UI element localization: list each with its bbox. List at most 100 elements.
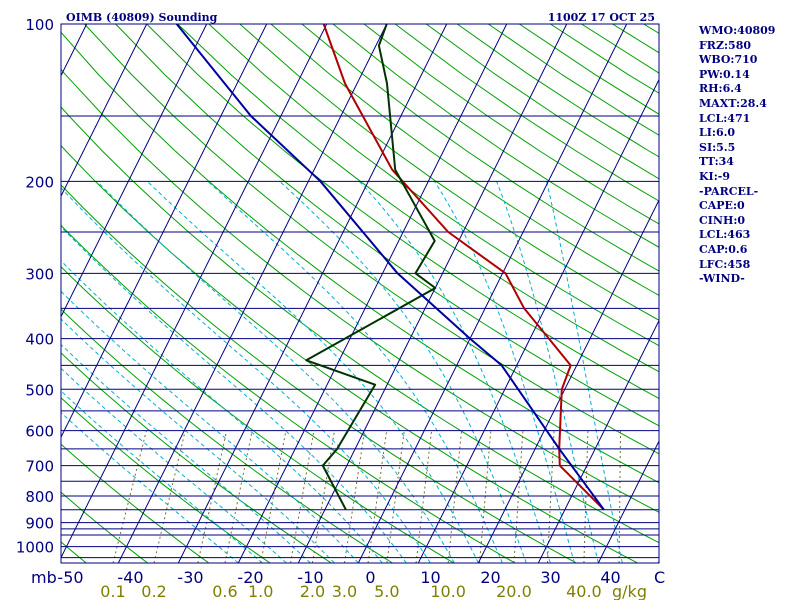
dry-adiabat-line [115,24,659,427]
moist-adiabat-line [61,318,335,563]
plot-background [61,24,659,563]
dry-adiabats [0,24,659,563]
moist-adiabat-line [61,367,287,563]
dry-adiabat-line [177,24,659,373]
mixing-ratio-label: 3.0 [332,582,357,600]
temperature-tick-label: -20 [237,568,263,587]
moist-adiabat-line [61,343,311,563]
isotherm-line [477,199,659,563]
chart-title: OIMB (40809) Sounding [66,11,218,24]
dry-adiabat-line [61,224,516,563]
moist-adiabat-line [146,180,479,563]
stat-line: PW:0.14 [699,67,750,81]
isotherm-line [537,319,659,563]
mixing-ratio-line [290,430,315,563]
isotherms [0,24,659,563]
pressure-tick-label: 200 [25,173,54,191]
stat-line: LFC:458 [699,257,751,271]
dry-adiabat-line [61,352,332,563]
stat-line: LI:6.0 [699,126,736,140]
stat-line: SI:5.5 [699,140,736,154]
temperature-tick-label: 40 [600,568,620,587]
isotherm-line [597,440,659,563]
moist-adiabat-line [358,180,551,563]
moist-adiabat-line [496,181,599,563]
pressure-tick-label: 400 [25,331,54,349]
parcel-trace [175,24,605,511]
pressure-tick-label: 500 [25,381,54,399]
isotherm-line [117,24,388,563]
mixing-ratio-line [513,430,524,563]
isotherm-line [61,24,148,198]
isotherm-line [297,24,568,563]
temperature-tick-label: 30 [540,568,560,587]
stat-line: TT:34 [699,155,734,169]
moist-adiabat-line [546,181,623,563]
moist-adiabat-line [61,260,383,563]
pressure-tick-label: 800 [25,488,54,506]
x-unit-label: C [654,568,665,587]
stat-line: -PARCEL- [699,184,759,198]
moist-adiabat-line [61,411,239,563]
isotherm-line [61,24,268,439]
mixing-ratio-line [479,430,492,563]
mixing-ratio-label: 0.1 [100,582,125,600]
stat-line: CINH:0 [699,213,746,227]
chart-time: 1100Z 17 OCT 25 [548,11,655,24]
mixing-ratio-line [343,430,366,563]
mixing-ratio-line [311,430,335,563]
moist-adiabats [61,180,623,563]
mixing-ratio-line [583,430,589,563]
mixing-ratio-label: 5.0 [374,582,399,600]
mixing-ratio-label: 0.6 [212,582,237,600]
moist-adiabat-line [61,290,359,563]
stat-line: CAP:0.6 [699,243,748,256]
mixing-ratio-lines [112,430,622,563]
moist-adiabat-line [61,390,263,563]
dry-adiabat-line [84,24,659,455]
temperature-tick-label: 0 [365,568,375,587]
isotherm-line [61,24,208,318]
mixing-ratio-line [367,430,388,563]
isotherm-line [237,24,508,563]
moist-adiabat-line [434,181,575,563]
temperature-tick-label: -40 [117,568,143,587]
plot-frame [60,23,660,564]
pressure-tick-label: 1000 [16,539,54,557]
temperature-tick-label: 20 [480,568,500,587]
mixing-ratio-label: 10.0 [430,582,466,600]
dry-adiabat-line [61,491,148,563]
dry-adiabat-line [61,31,659,484]
dry-adiabat-line [332,24,659,248]
pressure-tick-label: 100 [25,16,54,34]
stat-line: KI:-9 [699,170,730,183]
dry-adiabat-line [61,106,659,544]
isotherm-line [357,24,628,563]
sounding-traces [175,24,605,511]
moist-adiabat-line [279,180,527,563]
isotherm-line [61,24,328,559]
y-unit-label: mb [31,568,57,587]
temperature-tick-label: 10 [420,568,440,587]
mixing-ratio-label: 1.0 [248,582,273,600]
stat-line: WMO:40809 [699,24,776,37]
moist-adiabat-line [61,187,431,563]
mixing-ratio-line [546,430,555,563]
dry-adiabat-line [61,443,210,563]
mixing-ratio-line [447,430,463,563]
mixing-ratio-line [386,430,405,563]
temperature-tick-label: -30 [177,568,203,587]
dry-adiabat-line [301,24,659,272]
stat-line: -WIND- [699,272,745,286]
dry-adiabat-line [0,24,25,563]
temperature-tick-label: -50 [57,568,83,587]
dry-adiabat-line [61,308,393,563]
isotherm-line [0,24,27,563]
mixing-ratio-line [415,430,433,563]
mixing-ratio-label: 2.0 [300,582,325,600]
dry-adiabat-line [208,24,659,347]
mixing-ratio-label: 40.0 [566,582,602,600]
